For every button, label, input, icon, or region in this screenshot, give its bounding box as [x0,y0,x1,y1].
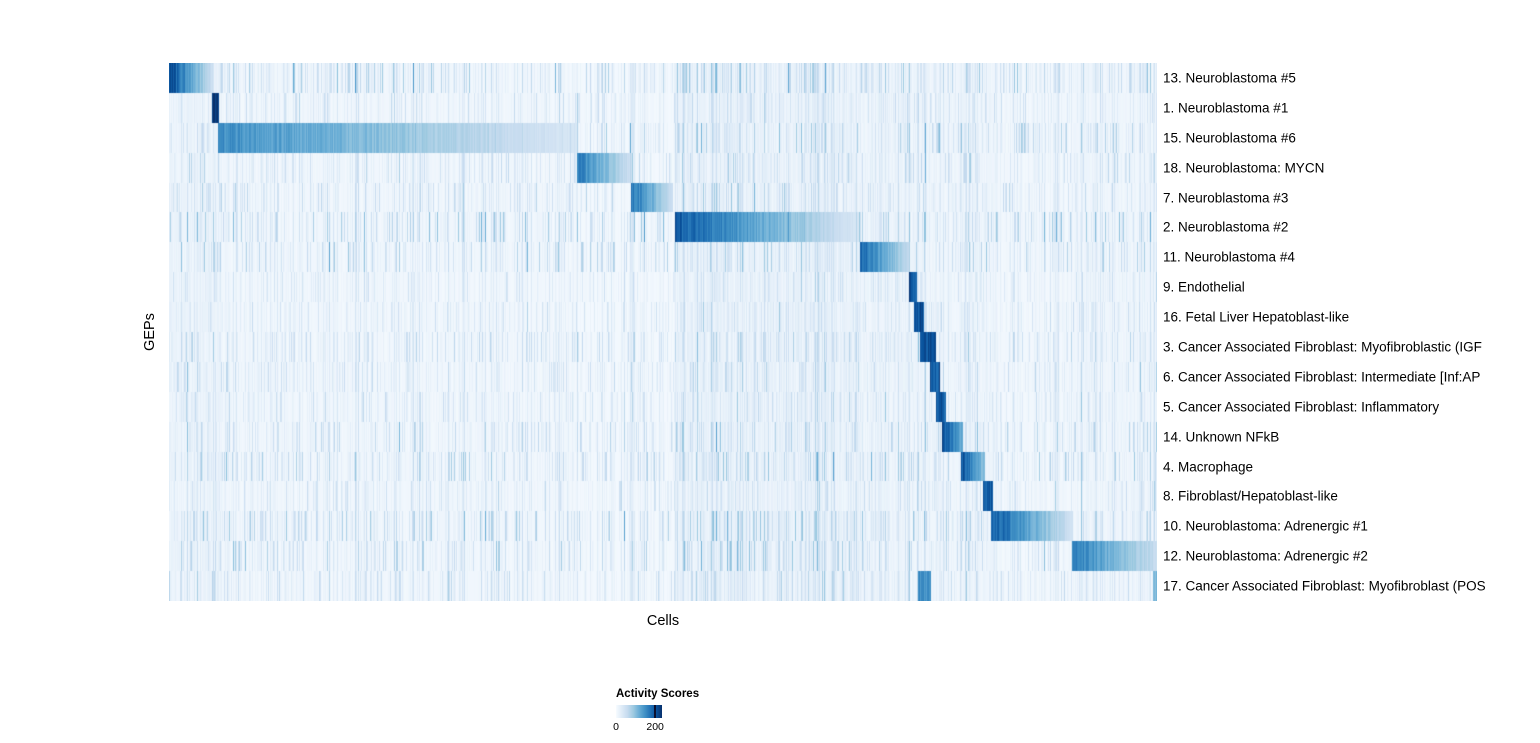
row-label: 8. Fibroblast/Hepatoblast-like [1163,488,1338,504]
row-label: 5. Cancer Associated Fibroblast: Inflamm… [1163,398,1440,414]
row-label: 9. Endothelial [1163,279,1245,295]
legend-min-label: 0 [613,721,619,733]
row-label: 14. Unknown NFkB [1163,428,1280,444]
legend-max-label: 200 [646,721,664,733]
row-label: 2. Neuroblastoma #2 [1163,219,1289,235]
row-label: 12. Neuroblastoma: Adrenergic #2 [1163,548,1368,564]
row-label: 15. Neuroblastoma #6 [1163,129,1296,145]
x-axis-label: Cells [646,613,680,629]
colorbar-tick-labels: 0 200 [613,721,664,733]
row-label: 3. Cancer Associated Fibroblast: Myofibr… [1163,339,1482,355]
colorbar-legend: Activity Scores 0 200 [613,688,700,733]
row-label: 6. Cancer Associated Fibroblast: Interme… [1163,369,1481,385]
colorbar-gradient [616,705,662,718]
row-label: 18. Neuroblastoma: MYCN [1163,159,1325,175]
legend-title: Activity Scores [616,688,700,700]
row-label: 16. Fetal Liver Hepatoblast-like [1163,309,1350,325]
row-label: 11. Neuroblastoma #4 [1163,249,1295,265]
row-label: 1. Neuroblastoma #1 [1163,100,1289,116]
colorbar-max-marker [654,705,657,718]
heatmap-canvas [169,63,1157,601]
row-label: 10. Neuroblastoma: Adrenergic #1 [1163,518,1368,534]
row-label: 17. Cancer Associated Fibroblast: Myofib… [1163,578,1486,594]
row-label: 4. Macrophage [1163,458,1254,474]
y-axis-label: GEPs [142,313,158,351]
row-label: 7. Neuroblastoma #3 [1163,189,1289,205]
row-label: 13. Neuroblastoma #5 [1163,70,1296,86]
